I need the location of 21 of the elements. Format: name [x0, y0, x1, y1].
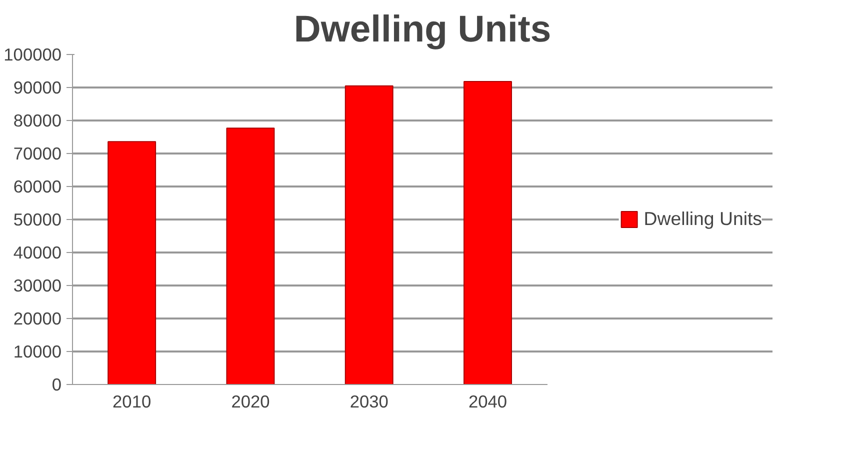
bar [464, 81, 512, 384]
y-tick-label: 100000 [4, 44, 62, 64]
y-tick-label: 40000 [13, 242, 62, 262]
x-tick-label: 2010 [112, 392, 152, 412]
x-tick-label: 2030 [350, 392, 388, 412]
y-tick-label: 20000 [13, 308, 62, 328]
y-tick-label: 90000 [13, 78, 62, 98]
y-tick-label: 70000 [13, 144, 62, 164]
legend-label: Dwelling Units [644, 208, 762, 230]
bar [108, 141, 156, 384]
y-tick-label: 50000 [13, 210, 62, 230]
y-tick-label: 80000 [13, 110, 62, 130]
y-tick-label: 30000 [13, 276, 62, 296]
bar [226, 128, 275, 384]
bar [344, 85, 394, 384]
x-tick-label: 2020 [231, 392, 270, 412]
y-tick-label: 60000 [13, 176, 62, 196]
chart-title: Dwelling Units [294, 8, 552, 50]
y-tick-label: 10000 [13, 342, 62, 362]
y-tick-label: 0 [52, 374, 62, 394]
x-tick-label: 2040 [468, 392, 508, 412]
